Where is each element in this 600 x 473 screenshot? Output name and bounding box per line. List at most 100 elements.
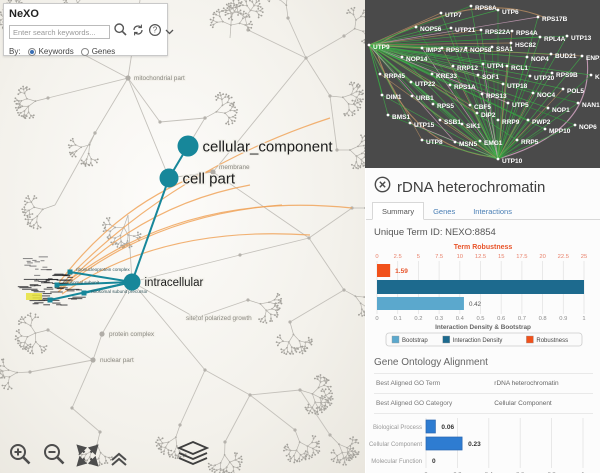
- gene-node[interactable]: [501, 82, 505, 86]
- gene-node[interactable]: [430, 72, 434, 76]
- gene-node[interactable]: [468, 103, 472, 107]
- gene-node[interactable]: [546, 106, 550, 110]
- gene-node[interactable]: [536, 15, 540, 19]
- gene-node[interactable]: [438, 118, 442, 122]
- gene-node[interactable]: [439, 11, 443, 15]
- collapse-all-icon[interactable]: [110, 451, 128, 467]
- gene-node[interactable]: [448, 83, 452, 87]
- gene-node[interactable]: [476, 73, 480, 77]
- cluster-node[interactable]: [47, 297, 53, 303]
- svg-text:17.5: 17.5: [516, 254, 527, 260]
- layers-icon[interactable]: [177, 441, 209, 467]
- gene-network-panel: UTP9 RPS8A UTP6 UTP7 RPS17B NOP56 UTP21 RPS22A R…: [365, 0, 600, 168]
- gene-node[interactable]: [440, 46, 444, 50]
- gene-node[interactable]: [386, 113, 390, 117]
- gene-node[interactable]: [449, 26, 453, 30]
- node-label-cellular_component: cellular_component: [203, 138, 334, 155]
- gene-node[interactable]: [561, 87, 565, 91]
- gene-node[interactable]: [496, 8, 500, 12]
- radio-keywords[interactable]: [27, 47, 36, 56]
- gene-node[interactable]: [496, 157, 500, 161]
- gene-node[interactable]: [528, 74, 532, 78]
- gene-node[interactable]: [431, 102, 435, 106]
- tab-interactions[interactable]: Interactions: [473, 207, 512, 216]
- gene-node[interactable]: [380, 93, 384, 97]
- gene-node[interactable]: [531, 91, 535, 95]
- gene-node[interactable]: [565, 34, 569, 38]
- svg-text:5: 5: [417, 254, 420, 260]
- search-input[interactable]: [9, 25, 110, 39]
- gene-node[interactable]: [479, 28, 483, 32]
- radio-genes[interactable]: [80, 47, 89, 56]
- gene-node[interactable]: [475, 111, 479, 115]
- gene-network-canvas[interactable]: UTP9 RPS8A UTP6 UTP7 RPS17B NOP56 UTP21 RPS22A R…: [365, 0, 600, 168]
- gene-node[interactable]: [460, 122, 464, 126]
- ontology-network-canvas[interactable]: ribonucleoprotein complex ribosomal subun…: [0, 0, 365, 473]
- gene-node[interactable]: [509, 41, 513, 45]
- search-icon[interactable]: [113, 22, 128, 42]
- term-detail-panel: rDNA heterochromatin Summary Genes Inter…: [365, 168, 600, 473]
- gene-node[interactable]: [496, 118, 500, 122]
- gene-node[interactable]: [550, 71, 554, 75]
- gene-node[interactable]: [420, 46, 424, 50]
- gene-node[interactable]: [505, 64, 509, 68]
- svg-text:20: 20: [539, 254, 545, 260]
- refresh-icon[interactable]: [131, 23, 145, 42]
- node-intracellular[interactable]: [123, 273, 141, 291]
- gene-node[interactable]: [478, 139, 482, 143]
- gene-node[interactable]: [510, 29, 514, 33]
- gene-node[interactable]: [464, 46, 468, 50]
- gene-node-label: BUD21: [555, 53, 577, 60]
- gene-node[interactable]: [400, 55, 404, 59]
- gene-node-label: RRP5: [521, 139, 539, 146]
- gene-node[interactable]: [526, 118, 530, 122]
- cluster-node[interactable]: [54, 282, 60, 288]
- gene-node[interactable]: [490, 45, 494, 49]
- node-cell_part[interactable]: [159, 168, 179, 188]
- radio-keywords-label[interactable]: Keywords: [38, 47, 74, 56]
- gene-node[interactable]: [515, 138, 519, 142]
- zoom-in-icon[interactable]: [8, 442, 33, 467]
- gene-node[interactable]: [481, 62, 485, 66]
- cluster-node[interactable]: [67, 269, 73, 275]
- gene-node[interactable]: [367, 43, 371, 47]
- gene-node[interactable]: [480, 92, 484, 96]
- gene-node[interactable]: [469, 4, 473, 8]
- node-label-cell_part: cell part: [183, 170, 236, 187]
- zoom-out-icon[interactable]: [42, 442, 67, 467]
- gene-node[interactable]: [580, 54, 584, 58]
- gene-node[interactable]: [378, 72, 382, 76]
- gene-node[interactable]: [538, 35, 542, 39]
- cluster-node[interactable]: [81, 290, 87, 296]
- gene-node-label: RPS4A: [516, 30, 538, 37]
- gene-node[interactable]: [589, 73, 593, 77]
- gene-node[interactable]: [576, 101, 580, 105]
- fit-to-screen-icon[interactable]: [76, 444, 99, 467]
- term-node-label: nuclear part: [100, 357, 134, 364]
- gene-node[interactable]: [453, 140, 457, 144]
- gene-node-label: UTP6: [502, 9, 519, 16]
- gene-node[interactable]: [543, 127, 547, 131]
- node-cellular_component[interactable]: [177, 135, 199, 157]
- tab-genes[interactable]: Genes: [433, 207, 456, 216]
- gene-node[interactable]: [414, 25, 418, 29]
- gene-node-label: RCL1: [511, 65, 528, 72]
- gene-node-label: NAN1: [582, 102, 600, 109]
- radio-genes-label[interactable]: Genes: [91, 47, 116, 56]
- gene-node[interactable]: [420, 138, 424, 142]
- gene-node[interactable]: [573, 123, 577, 127]
- close-circle-icon[interactable]: [374, 176, 391, 198]
- gene-node[interactable]: [451, 64, 455, 68]
- gene-node-label: NOP14: [406, 56, 428, 63]
- gene-node[interactable]: [525, 55, 529, 59]
- gene-node[interactable]: [410, 94, 414, 98]
- gene-node[interactable]: [506, 101, 510, 105]
- gene-node[interactable]: [408, 121, 412, 125]
- chevron-down-icon[interactable]: [165, 23, 174, 41]
- gene-node-label: ENP1: [586, 55, 600, 62]
- help-icon[interactable]: ?: [148, 23, 162, 42]
- gene-node[interactable]: [549, 52, 553, 56]
- gene-node-label: SOF1: [482, 74, 499, 81]
- gene-node[interactable]: [409, 80, 413, 84]
- tab-summary[interactable]: Summary: [372, 202, 425, 220]
